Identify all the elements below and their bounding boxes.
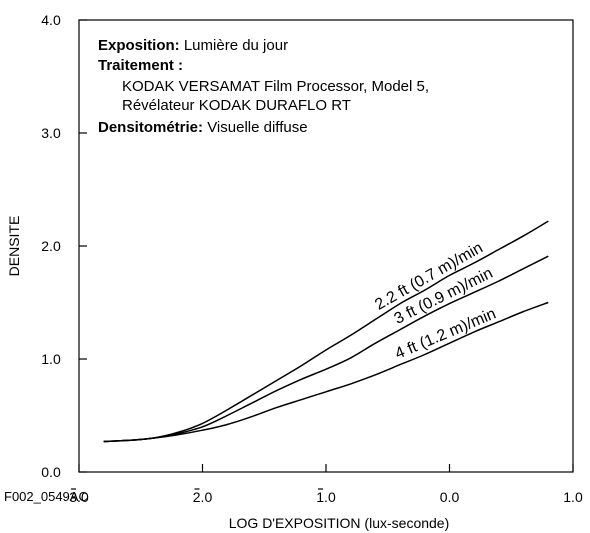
y-tick-label: 4.0 — [41, 12, 61, 28]
y-axis-label: DENSITE — [6, 216, 22, 277]
x-axis: 3.0 2.0 1.0 0.0 1.0 — [69, 464, 583, 505]
annotation-line-3: KODAK VERSAMAT Film Processor, Model 5, — [122, 78, 429, 95]
annotation-value-densitometrie: Visuelle diffuse — [203, 119, 308, 136]
y-tick-label: 0.0 — [41, 464, 61, 480]
annotation-box: Exposition: Lumière du jour Traitement :… — [98, 37, 429, 136]
x-tick-label: 2.0 — [193, 489, 213, 505]
annotation-label-densitometrie: Densitométrie: — [98, 119, 203, 136]
series-line-1 — [103, 220, 549, 443]
series-layer — [103, 220, 549, 443]
series-line-3 — [103, 301, 549, 443]
x-tick-label: 1.0 — [316, 489, 336, 505]
series-line-2 — [103, 255, 549, 443]
annotation-line-4: Révélateur KODAK DURAFLO RT — [122, 97, 351, 114]
x-tick-label: 3.0 — [69, 489, 89, 505]
y-tick-label: 1.0 — [41, 351, 61, 367]
annotation-value-exposition: Lumière du jour — [180, 37, 288, 54]
annotation-line-1: Exposition: Lumière du jour — [98, 37, 288, 54]
annotation-line-2: Traitement : — [98, 57, 183, 74]
x-tick-label: 1.0 — [563, 489, 583, 505]
annotation-label-exposition: Exposition: — [98, 37, 180, 54]
annotation-line-5: Densitométrie: Visuelle diffuse — [98, 119, 308, 136]
x-axis-label: LOG D'EXPOSITION (lux-seconde) — [229, 515, 450, 531]
x-tick-label: 0.0 — [440, 489, 460, 505]
y-axis: 0.0 1.0 2.0 3.0 4.0 — [41, 12, 87, 480]
figure-code: F002_0549AC — [4, 489, 88, 504]
y-tick-label: 3.0 — [41, 125, 61, 141]
y-tick-label: 2.0 — [41, 238, 61, 254]
annotation-label-traitement: Traitement : — [98, 57, 183, 74]
